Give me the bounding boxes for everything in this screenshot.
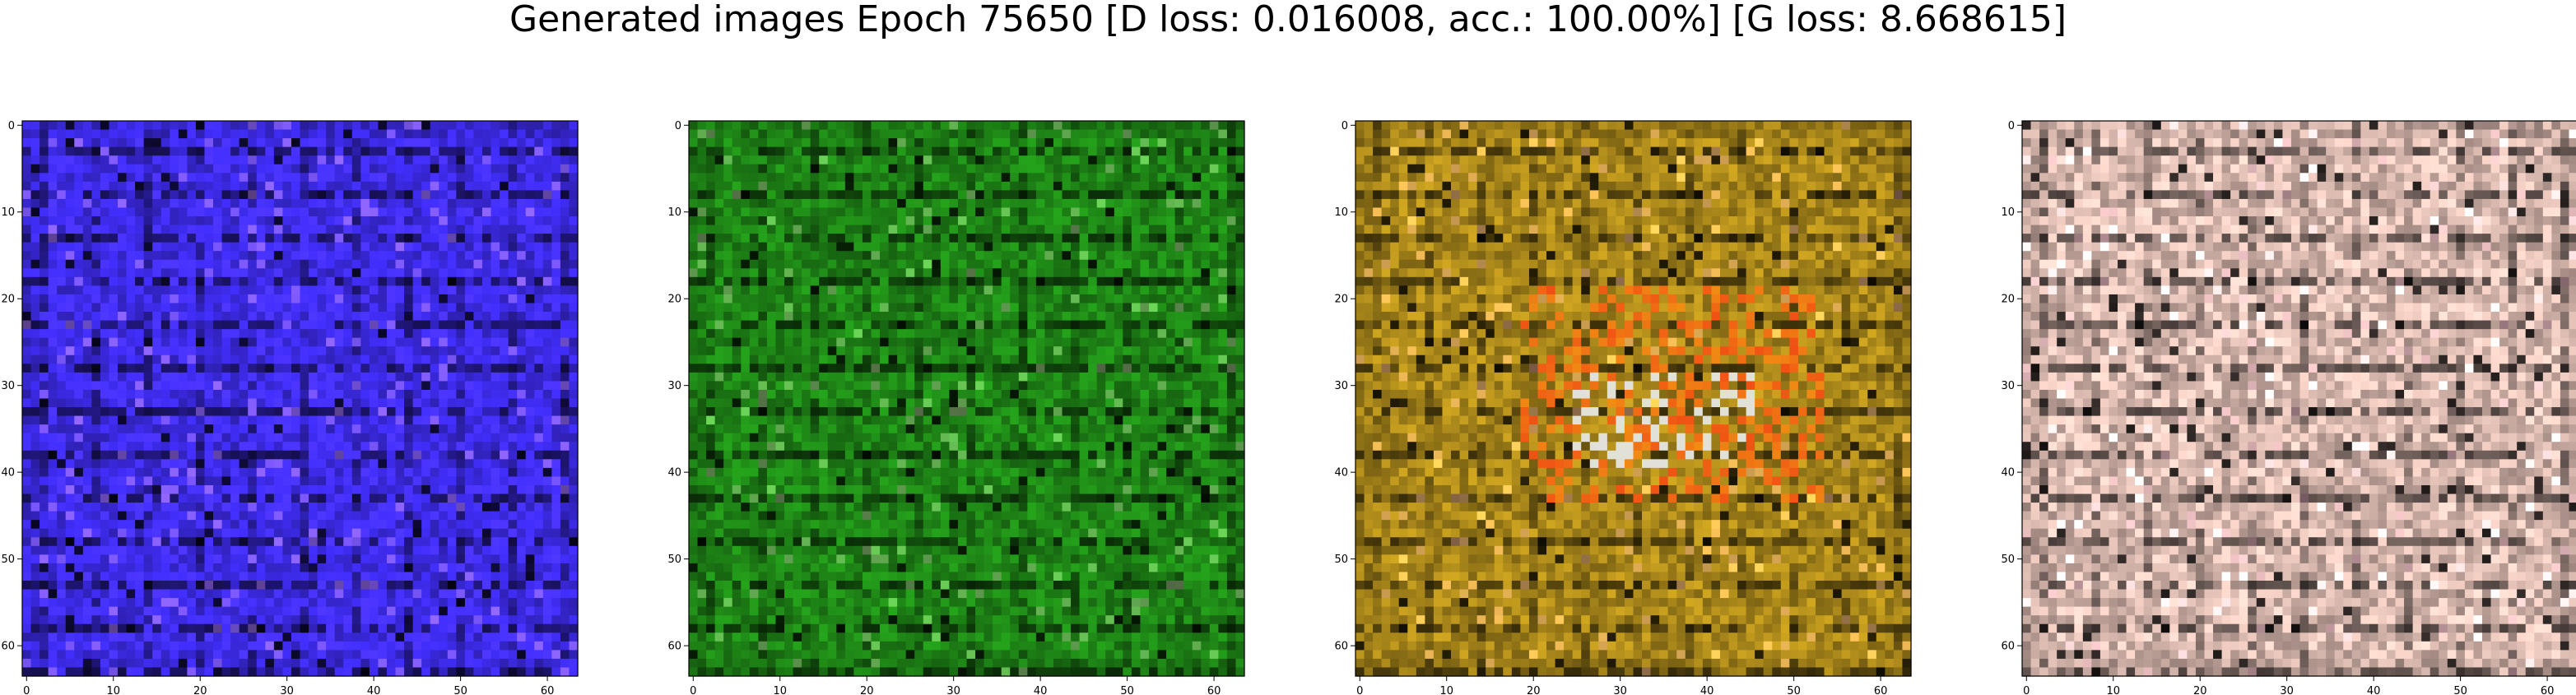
x-tick-label: 30 <box>2280 685 2294 695</box>
x-tick-label: 20 <box>193 685 207 695</box>
y-tick-label: 10 <box>1334 206 1348 219</box>
y-tick-label: 40 <box>1334 467 1348 480</box>
y-tick-label: 30 <box>2001 380 2015 392</box>
y-tick-label: 30 <box>1334 380 1348 392</box>
y-tick-label: 40 <box>2001 467 2015 480</box>
y-tick-label: 0 <box>1341 120 1348 132</box>
y-tick-label: 20 <box>2001 294 2015 306</box>
y-tick-label: 40 <box>1 467 15 480</box>
axes-frame <box>21 120 579 677</box>
generated-image-pixels <box>2022 121 2576 677</box>
x-tick-label: 0 <box>1356 685 1363 695</box>
x-tick-label: 60 <box>1874 685 1888 695</box>
y-tick-label: 30 <box>667 380 681 392</box>
axes-frame <box>688 120 1245 677</box>
generated-image-pixels <box>1355 121 1912 677</box>
x-tick-label: 10 <box>2106 685 2120 695</box>
y-tick-label: 10 <box>1 206 15 219</box>
x-tick-label: 60 <box>541 685 555 695</box>
x-tick-label: 30 <box>946 685 960 695</box>
y-tick-label: 20 <box>667 294 681 306</box>
axes-frame <box>2021 120 2576 677</box>
x-tick-label: 50 <box>2453 685 2467 695</box>
y-tick-label: 60 <box>667 641 681 653</box>
x-tick-label: 60 <box>1207 685 1221 695</box>
x-tick-label: 20 <box>860 685 874 695</box>
x-tick-label: 10 <box>773 685 787 695</box>
y-tick-label: 50 <box>1334 554 1348 566</box>
x-tick-label: 10 <box>1439 685 1453 695</box>
y-tick-label: 0 <box>675 120 681 132</box>
y-tick-label: 40 <box>667 467 681 480</box>
y-tick-label: 30 <box>1 380 15 392</box>
x-tick-label: 50 <box>1120 685 1134 695</box>
x-tick-label: 30 <box>1613 685 1627 695</box>
x-tick-label: 30 <box>280 685 294 695</box>
axes-frame <box>1355 120 1912 677</box>
y-tick-label: 50 <box>2001 554 2015 566</box>
x-tick-label: 20 <box>2193 685 2207 695</box>
x-tick-label: 0 <box>690 685 696 695</box>
generated-image-pixels <box>22 121 579 677</box>
x-tick-label: 0 <box>2023 685 2030 695</box>
x-tick-label: 40 <box>2367 685 2381 695</box>
y-tick-label: 50 <box>667 554 681 566</box>
x-tick-label: 40 <box>1700 685 1714 695</box>
x-tick-label: 40 <box>1034 685 1048 695</box>
y-tick-label: 10 <box>667 206 681 219</box>
x-tick-label: 50 <box>453 685 467 695</box>
image-panel-4: 0 10 20 30 40 50 60 0 10 20 30 40 50 60 <box>2001 120 2576 695</box>
x-tick-label: 20 <box>1527 685 1541 695</box>
x-tick-label: 40 <box>367 685 381 695</box>
x-tick-label: 10 <box>106 685 120 695</box>
y-tick-label: 0 <box>8 120 15 132</box>
y-tick-label: 10 <box>2001 206 2015 219</box>
y-tick-label: 20 <box>1334 294 1348 306</box>
image-panel-3: 0 10 20 30 40 50 60 0 10 20 30 40 50 60 <box>1334 120 1912 695</box>
x-tick-label: 0 <box>23 685 30 695</box>
generated-image-pixels <box>689 121 1245 677</box>
image-panel-2: 0 10 20 30 40 50 60 0 10 20 30 40 50 60 <box>667 120 1245 695</box>
y-tick-label: 20 <box>1 294 15 306</box>
y-tick-label: 50 <box>1 554 15 566</box>
x-tick-label: 50 <box>1787 685 1801 695</box>
figure-title: Generated images Epoch 75650 [D loss: 0.… <box>509 0 2067 40</box>
y-tick-label: 0 <box>2008 120 2015 132</box>
y-tick-label: 60 <box>1334 641 1348 653</box>
y-tick-label: 60 <box>1 641 15 653</box>
y-tick-label: 60 <box>2001 641 2015 653</box>
x-tick-label: 60 <box>2541 685 2555 695</box>
image-panel-1: 0 10 20 30 40 50 60 0 10 20 30 40 50 60 <box>1 120 579 695</box>
